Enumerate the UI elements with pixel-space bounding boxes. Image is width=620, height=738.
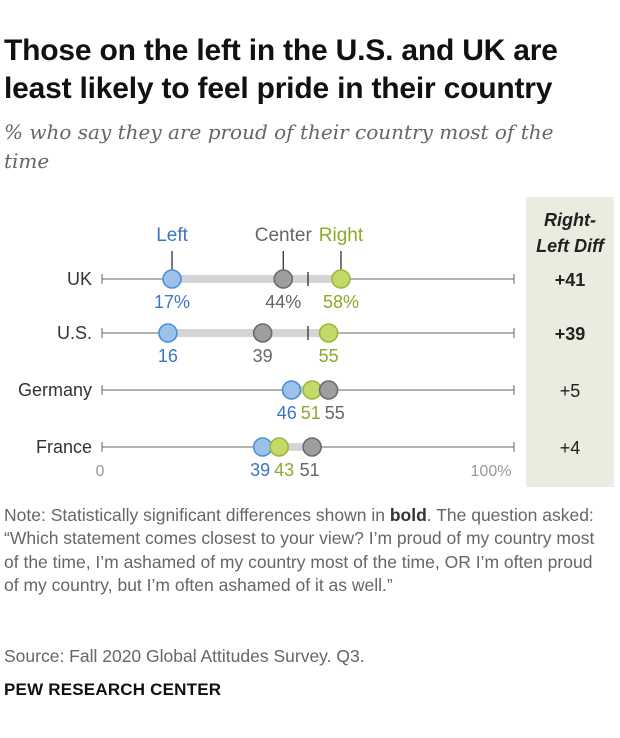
- country-label: Germany: [18, 380, 92, 400]
- dot-left: [252, 437, 273, 457]
- value-label-center: 51: [300, 460, 320, 480]
- chart-note: Note: Statistically significant differen…: [4, 504, 606, 598]
- value-label-right: 43: [274, 460, 294, 480]
- value-label-right: 55: [319, 346, 339, 366]
- row-germany: Germany 46 51 55 +5: [18, 380, 580, 423]
- value-label-center: 55: [325, 403, 345, 423]
- value-label-right: 58%: [323, 292, 359, 312]
- value-label-left: 46: [277, 403, 297, 423]
- dot-center: [252, 323, 273, 343]
- axis-label-min: 0: [96, 463, 105, 480]
- note-bold-word: bold: [389, 505, 427, 525]
- pew-logo: PEW RESEARCH CENTER: [4, 680, 222, 699]
- chart-subtitle: % who say they are proud of their countr…: [4, 120, 554, 173]
- dot-center: [273, 269, 294, 289]
- row-u-s: U.S. 16 39 55 +39: [57, 323, 585, 366]
- dot-left: [281, 380, 302, 400]
- legend: Left Center Right: [156, 225, 364, 270]
- country-label: UK: [67, 269, 92, 289]
- range-bar: [172, 275, 341, 283]
- chart-source: Source: Fall 2020 Global Attitudes Surve…: [4, 646, 365, 666]
- axis-label-max: 100%: [471, 463, 512, 480]
- range-bar: [167, 329, 329, 337]
- dot-center: [302, 437, 322, 457]
- row-france: France 39 43 51 +4: [36, 437, 580, 480]
- diff-column-background: [526, 197, 614, 487]
- diff-header-line-2: Left Diff: [536, 236, 606, 256]
- diff-value: +39: [555, 324, 586, 344]
- dot-right: [302, 380, 322, 400]
- value-label-left: 17%: [154, 292, 190, 312]
- dot-right: [269, 437, 289, 457]
- chart-title: Those on the left in the U.S. and UK are…: [4, 34, 558, 105]
- legend-label-right: Right: [319, 225, 364, 246]
- diff-value: +41: [555, 270, 586, 290]
- diff-value: +4: [560, 438, 581, 458]
- dot-right: [318, 323, 339, 343]
- value-label-left: 39: [250, 460, 270, 480]
- legend-label-left: Left: [156, 225, 188, 246]
- dot-left: [162, 269, 182, 289]
- dot-center: [318, 380, 339, 400]
- diff-value: +5: [560, 381, 581, 401]
- country-label: U.S.: [57, 323, 92, 343]
- value-label-left: 16: [158, 346, 178, 366]
- legend-label-center: Center: [255, 225, 313, 246]
- dot-left: [158, 323, 178, 343]
- value-label-center: 44%: [265, 292, 301, 312]
- diff-header-line-1: Right-: [544, 210, 596, 230]
- value-label-center: 39: [253, 346, 273, 366]
- country-label: France: [36, 437, 92, 457]
- note-prefix: Note: Statistically significant differen…: [4, 505, 390, 525]
- value-label-right: 51: [301, 403, 321, 423]
- dot-right: [331, 269, 351, 289]
- note-suffix: . The question asked: “Which statement c…: [4, 505, 595, 596]
- row-uk: UK 17% 44% 58% +41: [67, 269, 585, 312]
